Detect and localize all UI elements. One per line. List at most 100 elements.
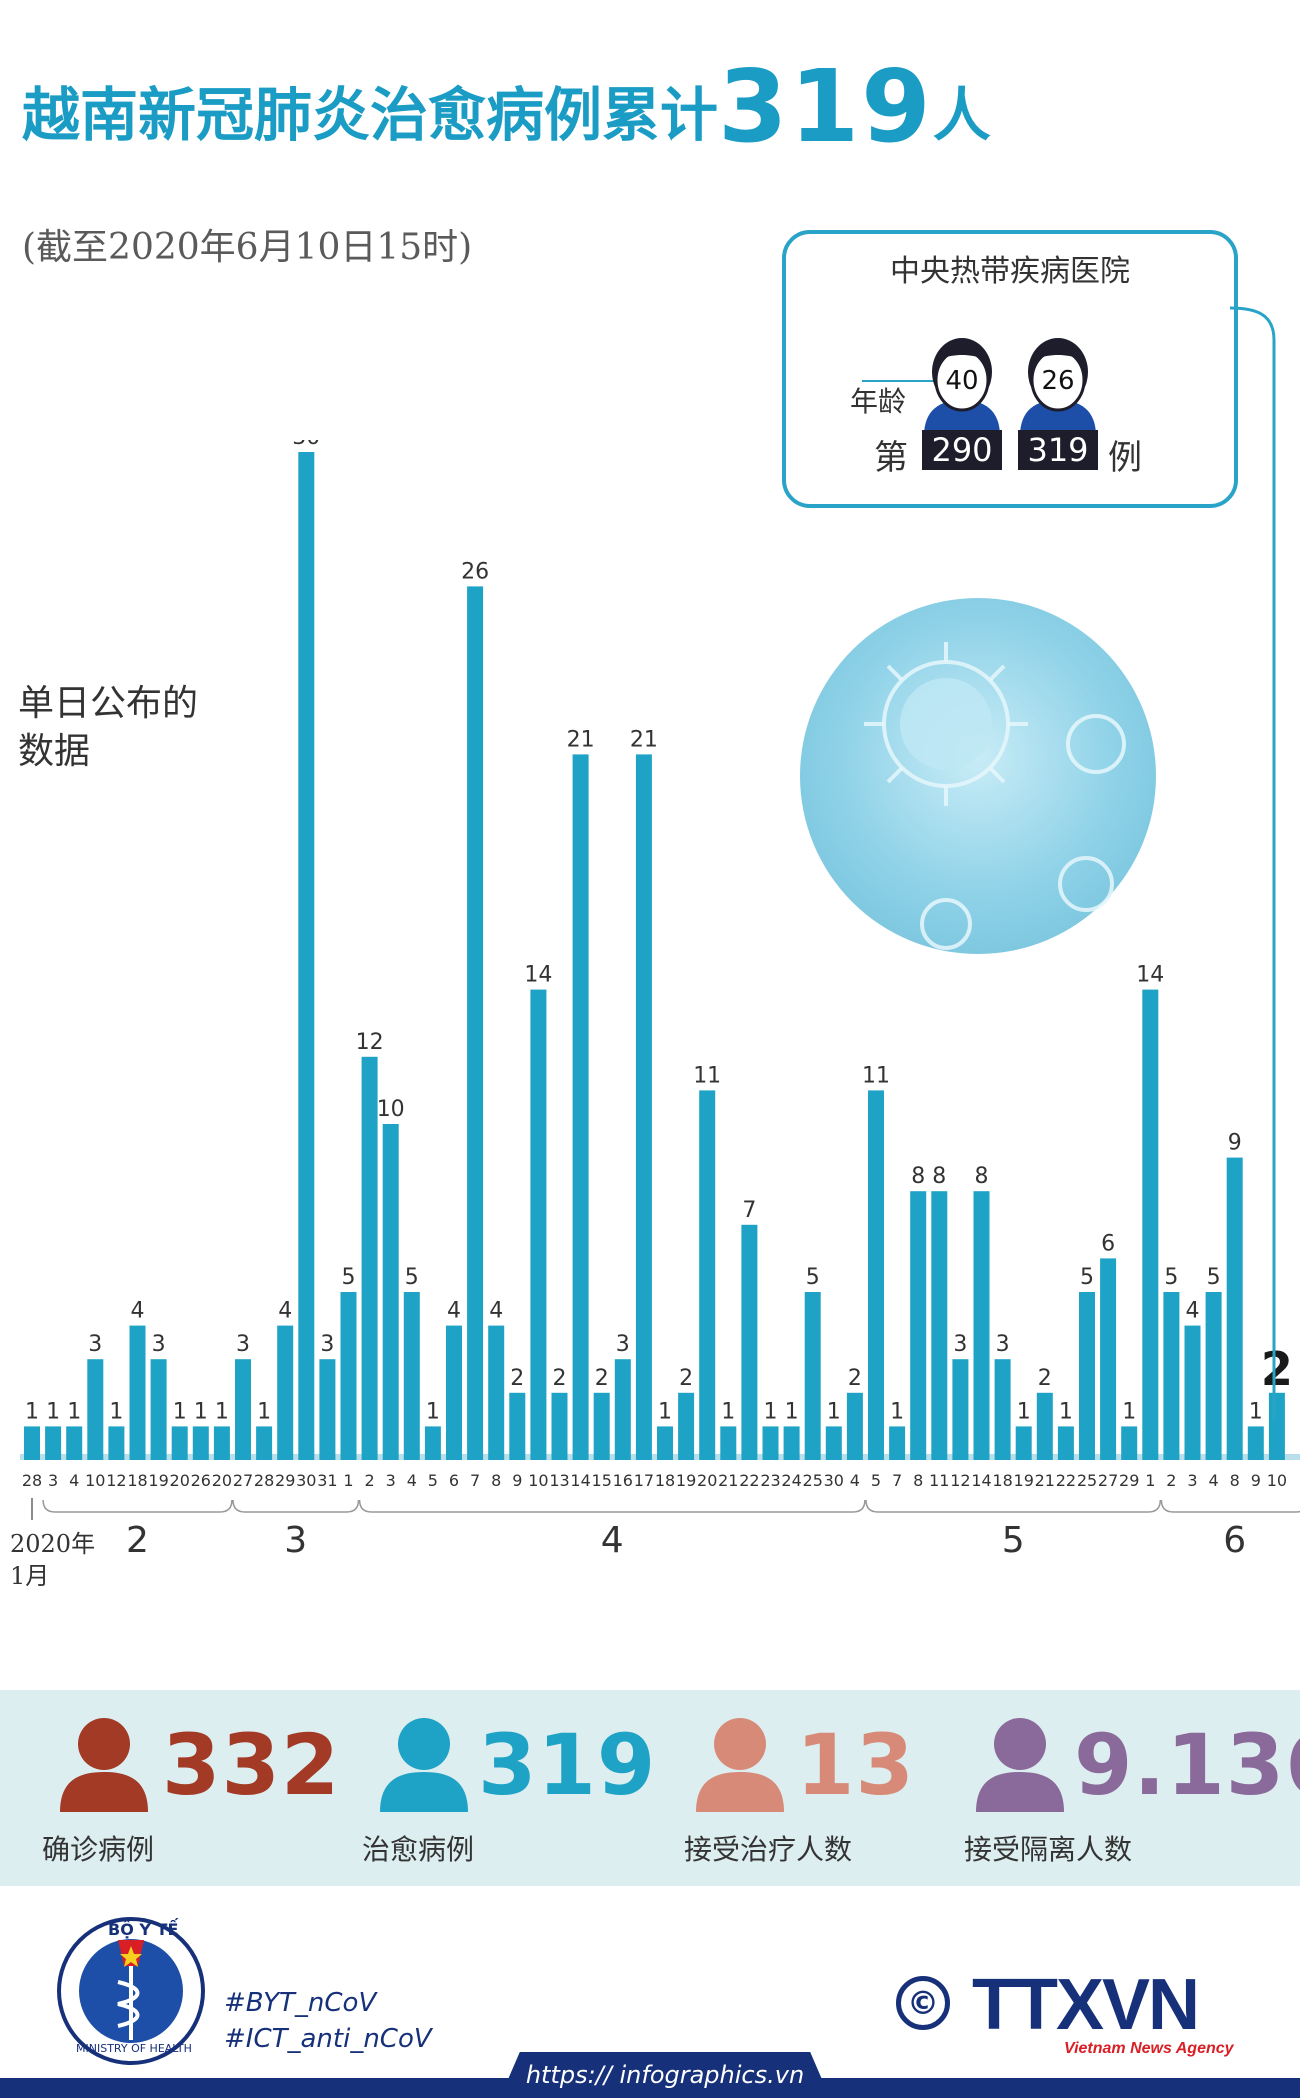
bar — [192, 1426, 209, 1460]
bar-value-label: 1 — [785, 1399, 799, 1424]
x-tick-label: 20 — [170, 1471, 190, 1490]
x-tick-label: 20 — [697, 1471, 717, 1490]
bar-value-label: 3 — [996, 1332, 1010, 1357]
january-label: 1月 — [10, 1562, 49, 1590]
bar — [235, 1359, 251, 1460]
x-tick-label: 14 — [570, 1471, 590, 1490]
bar-value-label: 1 — [109, 1399, 123, 1424]
bar — [593, 1392, 610, 1460]
x-tick-label: 4 — [69, 1471, 79, 1490]
bar-value-label: 1 — [827, 1399, 841, 1424]
bar — [994, 1359, 1011, 1460]
patient-319: 26 319 — [1012, 326, 1104, 476]
bar — [509, 1392, 526, 1460]
bar — [1079, 1292, 1095, 1460]
masked-man-icon — [924, 338, 1000, 436]
bar-value-label: 1 — [426, 1399, 440, 1424]
bar — [150, 1359, 167, 1460]
bar — [467, 586, 484, 1460]
bar — [1205, 1292, 1222, 1460]
person-icon — [60, 1718, 148, 1812]
x-tick-label: 14 — [971, 1471, 991, 1490]
bar — [657, 1426, 673, 1460]
bar — [66, 1426, 83, 1460]
bar — [783, 1426, 800, 1460]
bar-value-label: 3 — [616, 1332, 630, 1357]
ttxvn-logo: TTXVN — [972, 1965, 1200, 2045]
bar-value-label: 5 — [1207, 1265, 1221, 1290]
x-tick-label: 8 — [1230, 1471, 1240, 1490]
bar — [108, 1426, 125, 1460]
bar — [614, 1359, 631, 1460]
bar — [572, 754, 589, 1460]
bar — [762, 1426, 779, 1460]
bar-value-label: 3 — [953, 1332, 967, 1357]
x-tick-label: 29 — [275, 1471, 295, 1490]
month-bracket — [42, 1499, 233, 1513]
website-link[interactable]: https:// infographics.vn — [500, 2052, 830, 2098]
ministry-of-health-logo — [57, 1917, 205, 2065]
bar — [910, 1191, 927, 1460]
bar-value-label: 7 — [742, 1198, 756, 1223]
stat-quarantined: 9.136 接受隔离人数 — [964, 1716, 1300, 1866]
hospital-name: 中央热带疾病医院 — [890, 254, 1130, 289]
bar — [298, 452, 315, 1460]
hashtag-ict: #ICT_anti_nCoV — [224, 2024, 432, 2054]
bar-value-label: 2 — [595, 1366, 609, 1391]
bar-value-label: 10 — [377, 1097, 405, 1122]
bar — [256, 1426, 273, 1460]
bar-value-label: 2 — [1261, 1342, 1293, 1396]
person-icon — [976, 1718, 1064, 1812]
copyright-icon: © — [896, 1976, 950, 2030]
bar-value-label: 5 — [1080, 1265, 1094, 1290]
x-tick-label: 6 — [449, 1471, 459, 1490]
bar — [699, 1090, 716, 1460]
bar-value-label: 3 — [320, 1332, 334, 1357]
x-tick-label: 12 — [106, 1471, 126, 1490]
x-tick-label: 4 — [1209, 1471, 1219, 1490]
stat-label: 治愈病例 — [362, 1833, 475, 1866]
x-tick-label: 5 — [428, 1471, 438, 1490]
person-icon — [696, 1718, 784, 1812]
x-tick-label: 9 — [1251, 1471, 1261, 1490]
bar-value-label: 1 — [658, 1399, 672, 1424]
masked-man-icon — [1020, 338, 1096, 436]
month-label: 2 — [126, 1520, 149, 1561]
stats-band: 332 确诊病例 319 治愈病例 13 接受治疗人数 9.136 接受隔离人数 — [0, 1690, 1300, 1886]
x-tick-label: 7 — [892, 1471, 902, 1490]
bar-value-label: 1 — [25, 1399, 39, 1424]
patient-age: 40 — [945, 366, 979, 396]
x-tick-label: 28 — [254, 1471, 274, 1490]
x-tick-label: 19 — [148, 1471, 168, 1490]
age-pointer-line — [862, 380, 942, 382]
title-main: 越南新冠肺炎治愈病例累计 — [22, 81, 719, 149]
bar — [1036, 1392, 1053, 1460]
bar — [361, 1056, 378, 1460]
bar-value-label: 12 — [356, 1030, 384, 1055]
case-prefix: 第 — [874, 438, 908, 478]
bar-value-label: 4 — [1186, 1299, 1200, 1324]
x-tick-label: 3 — [48, 1471, 58, 1490]
bar — [213, 1426, 230, 1460]
bar-value-label: 1 — [764, 1399, 778, 1424]
bar-value-label: 1 — [173, 1399, 187, 1424]
hospital-callout: 中央热带疾病医院 年龄 第 例 40 290 26 319 — [782, 230, 1238, 508]
bar-value-label: 1 — [194, 1399, 208, 1424]
bar-value-label: 1 — [721, 1399, 735, 1424]
x-tick-label: 2 — [1166, 1471, 1176, 1490]
bar-value-label: 2 — [553, 1366, 567, 1391]
x-tick-label: 18 — [655, 1471, 675, 1490]
bar-value-label: 5 — [806, 1265, 820, 1290]
bar — [846, 1392, 863, 1460]
patient-age: 26 — [1041, 366, 1075, 396]
bar — [741, 1224, 758, 1460]
x-tick-label: 3 — [386, 1471, 396, 1490]
bar — [129, 1325, 146, 1460]
month-label: 6 — [1223, 1520, 1246, 1561]
bar — [889, 1426, 906, 1460]
bar-value-label: 3 — [152, 1332, 166, 1357]
bar — [551, 1392, 568, 1460]
bar — [1163, 1292, 1180, 1460]
x-tick-label: 12 — [950, 1471, 970, 1490]
title-unit: 人 — [932, 81, 991, 149]
